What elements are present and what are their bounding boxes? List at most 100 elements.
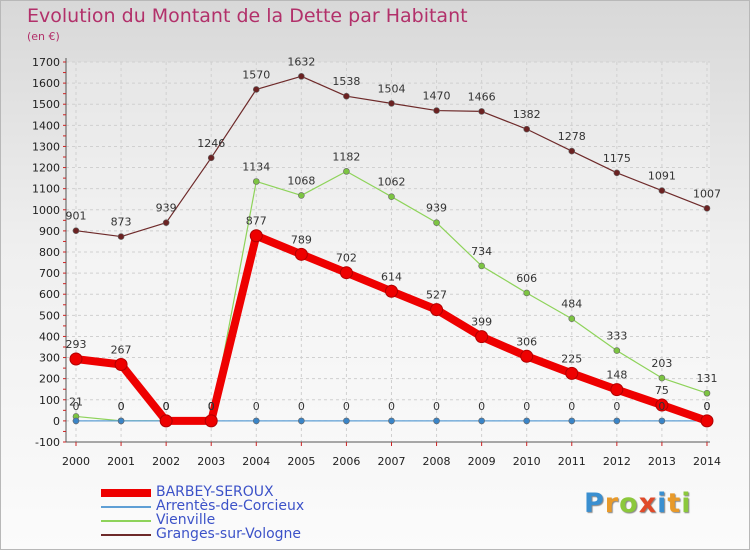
- data-point-2: [388, 193, 395, 200]
- chart-title: Evolution du Montant de la Dette par Hab…: [27, 5, 468, 27]
- legend-swatch-barbey: [101, 489, 151, 497]
- data-point-1: [478, 417, 485, 425]
- data-point-0: [520, 349, 534, 363]
- unit-label: (en €): [27, 30, 60, 43]
- data-label-0: 293: [66, 338, 87, 351]
- y-tick-label: 1500: [32, 98, 60, 111]
- x-tick-label: 2011: [558, 455, 586, 468]
- y-tick-label: 300: [39, 352, 60, 365]
- y-tick-label: 1400: [32, 119, 60, 132]
- data-label-0: 399: [471, 316, 492, 329]
- legend: BARBEY-SEROUX Arrentès-de-Corcieux Vienv…: [101, 484, 421, 542]
- legend-swatch-arrentes: [101, 506, 151, 508]
- data-point-3: [343, 92, 350, 100]
- data-point-1: [117, 417, 125, 425]
- data-label-2: 333: [606, 330, 627, 343]
- data-label-3: 1538: [332, 75, 360, 88]
- data-point-0: [700, 414, 714, 428]
- x-tick-label: 2001: [107, 455, 135, 468]
- data-point-0: [475, 330, 489, 344]
- data-point-1: [613, 417, 621, 425]
- data-label-1: 0: [343, 400, 350, 413]
- legend-item-arrentes: Arrentès-de-Corcieux: [101, 498, 421, 514]
- data-label-2: 0: [118, 400, 125, 413]
- data-label-2: 21: [69, 395, 83, 408]
- x-tick-label: 2004: [242, 455, 270, 468]
- data-point-3: [117, 233, 125, 240]
- data-point-1: [658, 417, 666, 425]
- data-label-1: 0: [523, 400, 530, 413]
- data-label-3: 1466: [468, 90, 496, 103]
- y-tick-label: 1200: [32, 162, 60, 175]
- data-label-1: 0: [73, 400, 80, 413]
- data-point-0: [565, 366, 579, 380]
- data-label-1: 0: [478, 400, 485, 413]
- y-tick-label: 1100: [32, 183, 60, 196]
- y-tick-label: 0: [53, 415, 60, 428]
- data-point-0: [339, 266, 353, 280]
- data-label-1: 0: [613, 400, 620, 413]
- data-point-1: [523, 417, 531, 425]
- proxiti-logo: Proxiti: [584, 488, 692, 519]
- data-label-1: 0: [658, 400, 665, 413]
- data-point-3: [523, 125, 531, 133]
- data-point-0: [249, 229, 263, 243]
- data-point-3: [433, 107, 440, 114]
- x-tick-label: 2002: [152, 455, 180, 468]
- data-label-3: 1246: [197, 137, 225, 150]
- data-label-0: 0: [208, 400, 215, 413]
- data-label-3: 873: [111, 216, 132, 229]
- data-label-0: 702: [336, 252, 357, 265]
- y-tick-label: 900: [39, 225, 60, 238]
- data-label-2: 1068: [287, 174, 315, 187]
- data-label-2: 203: [651, 357, 672, 370]
- x-tick-label: 2012: [603, 455, 631, 468]
- data-point-0: [69, 352, 83, 366]
- data-point-0: [204, 414, 218, 428]
- data-point-2: [658, 374, 666, 382]
- data-label-2: 0: [208, 400, 215, 413]
- y-tick-label: 100: [39, 394, 60, 407]
- data-point-1: [252, 417, 260, 425]
- data-point-3: [478, 108, 485, 115]
- x-tick-label: 2003: [197, 455, 225, 468]
- data-point-2: [478, 262, 485, 270]
- data-point-1: [433, 417, 440, 425]
- y-tick-label: 400: [39, 330, 60, 343]
- data-label-3: 1382: [513, 108, 541, 121]
- y-tick-label: 1700: [32, 56, 60, 69]
- data-point-3: [658, 187, 666, 194]
- data-point-2: [613, 347, 621, 354]
- data-label-3: 1632: [287, 55, 315, 68]
- y-tick-label: 1300: [32, 140, 60, 153]
- data-point-3: [298, 73, 305, 80]
- legend-item-vienville: Vienville: [101, 512, 421, 528]
- x-tick-label: 2013: [648, 455, 676, 468]
- data-label-2: 484: [561, 298, 582, 311]
- y-tick-label: 600: [39, 288, 60, 301]
- data-point-2: [568, 315, 576, 323]
- x-tick-label: 2009: [468, 455, 496, 468]
- data-point-1: [388, 417, 395, 425]
- data-point-3: [613, 169, 621, 177]
- x-tick-label: 2006: [332, 455, 360, 468]
- data-label-1: 0: [388, 400, 395, 413]
- data-label-2: 1134: [242, 160, 270, 173]
- y-tick-label: -100: [35, 436, 60, 449]
- data-label-1: 0: [568, 400, 575, 413]
- data-label-0: 0: [703, 400, 710, 413]
- data-point-2: [343, 168, 350, 175]
- data-label-3: 1570: [242, 68, 270, 81]
- data-label-1: 0: [298, 400, 305, 413]
- data-point-2: [523, 289, 531, 297]
- y-tick-label: 500: [39, 309, 60, 322]
- legend-label-barbey: BARBEY-SEROUX: [156, 484, 274, 500]
- data-point-0: [294, 247, 308, 261]
- y-tick-label: 700: [39, 267, 60, 280]
- legend-label-arrentes: Arrentès-de-Corcieux: [156, 498, 305, 514]
- data-label-2: 939: [426, 202, 447, 215]
- data-label-0: 877: [246, 215, 267, 228]
- data-label-2: 1062: [377, 176, 405, 189]
